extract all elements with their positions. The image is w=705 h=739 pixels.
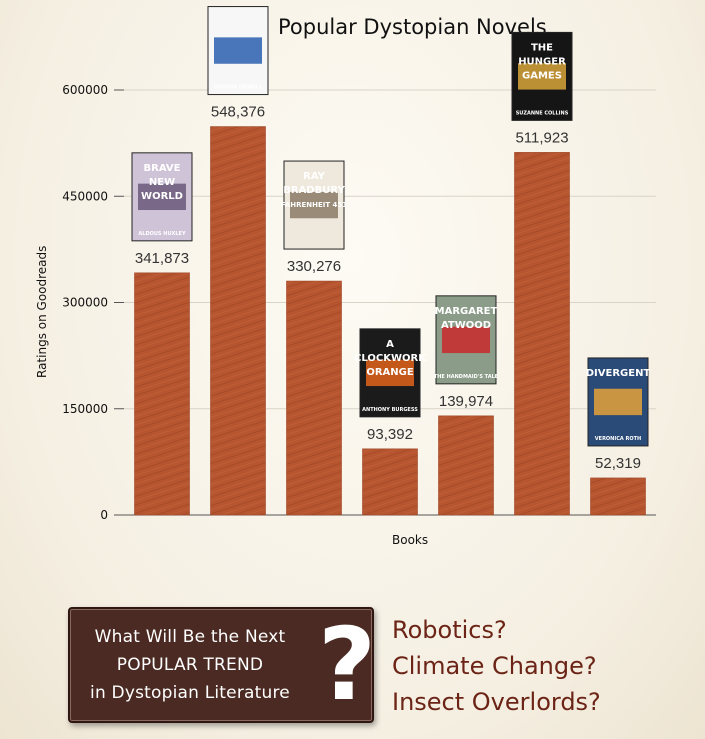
bar-3 <box>362 448 418 516</box>
svg-text:A: A <box>386 339 394 350</box>
banner-line-1: What Will Be the Next <box>94 627 286 647</box>
x-axis-label: Books <box>392 533 428 547</box>
svg-text:BRADBURY: BRADBURY <box>283 185 345 196</box>
next-trend-banner: What Will Be the Next POPULAR TREND in D… <box>68 606 377 723</box>
svg-text:CLOCKWORK: CLOCKWORK <box>354 353 427 364</box>
bar-5 <box>514 152 570 516</box>
y-axis-label: Ratings on Goodreads <box>35 246 49 378</box>
banner-line-3: in Dystopian Literature <box>90 683 290 703</box>
clockwork-orange-cover: A CLOCKWORK ORANGE ANTHONY BURGESS <box>354 328 427 418</box>
y-tick-label: 300000 <box>62 296 108 310</box>
data-label-6: 52,319 <box>595 455 641 472</box>
y-tick-label: 600000 <box>62 83 108 97</box>
svg-text:ALDOUS HUXLEY: ALDOUS HUXLEY <box>138 231 186 237</box>
data-label-0: 341,873 <box>135 250 189 267</box>
bar-2 <box>286 280 342 516</box>
question-mark-icon: ? <box>318 606 377 723</box>
svg-text:WORLD: WORLD <box>141 191 183 202</box>
svg-text:GEORGE ORWELL: GEORGE ORWELL <box>214 85 263 91</box>
svg-text:ANTHONY BURGESS: ANTHONY BURGESS <box>362 407 418 413</box>
svg-text:THE: THE <box>531 42 553 53</box>
data-label-5: 511,923 <box>515 129 568 146</box>
topic-robotics: Robotics? <box>392 616 507 644</box>
svg-text:ORANGE: ORANGE <box>366 367 414 378</box>
bar-1 <box>210 126 266 516</box>
svg-text:THE HANDMAID'S TALE: THE HANDMAID'S TALE <box>434 374 499 380</box>
handmaids-tale-cover: MARGARET ATWOOD THE HANDMAID'S TALE <box>434 295 499 385</box>
svg-text:VERONICA ROTH: VERONICA ROTH <box>595 436 641 442</box>
bar-0 <box>134 272 190 516</box>
svg-text:SUZANNE COLLINS: SUZANNE COLLINS <box>516 110 569 116</box>
bar-6 <box>590 477 646 516</box>
y-tick-label: 450000 <box>62 189 108 203</box>
y-tick-label: 150000 <box>62 402 108 416</box>
trend-options: Robotics? Climate Change? Insect Overlor… <box>392 612 601 720</box>
hunger-games-cover: THE HUNGER GAMES SUZANNE COLLINS <box>511 31 573 121</box>
bars <box>134 126 646 516</box>
svg-text:GAMES: GAMES <box>522 70 562 81</box>
topic-insect-overlords: Insect Overlords? <box>392 688 601 716</box>
1984-cover: GEORGE ORWELL <box>207 6 269 96</box>
chart-title: Popular Dystopian Novels <box>278 15 547 39</box>
y-tick-label: 0 <box>100 508 108 522</box>
svg-text:FAHRENHEIT 451: FAHRENHEIT 451 <box>281 201 347 209</box>
svg-text:NEW: NEW <box>149 177 175 188</box>
svg-text:DIVERGENT: DIVERGENT <box>586 368 651 379</box>
bar-4 <box>438 415 494 516</box>
topic-climate-change: Climate Change? <box>392 652 597 680</box>
data-label-3: 93,392 <box>367 426 413 443</box>
banner-line-2: POPULAR TREND <box>116 655 264 675</box>
data-label-4: 139,974 <box>439 393 493 410</box>
data-label-1: 548,376 <box>211 104 265 121</box>
divergent-cover: DIVERGENT VERONICA ROTH <box>586 357 651 447</box>
brave-new-world-cover: BRAVE NEW WORLD ALDOUS HUXLEY <box>131 152 193 242</box>
svg-text:MARGARET: MARGARET <box>435 306 498 317</box>
svg-text:HUNGER: HUNGER <box>518 56 566 67</box>
bar-chart: Popular Dystopian Novels 0 150000 300000 45… <box>35 6 656 547</box>
y-axis-ticks: 0 150000 300000 450000 600000 <box>62 83 124 522</box>
svg-text:RAY: RAY <box>303 171 325 182</box>
fahrenheit-451-cover: RAY BRADBURY FAHRENHEIT 451 <box>281 160 347 250</box>
data-label-2: 330,276 <box>287 258 341 275</box>
svg-text:ATWOOD: ATWOOD <box>441 320 491 331</box>
data-labels: 341,873 548,376 330,276 93,392 139,974 511,92… <box>135 104 641 472</box>
svg-text:BRAVE: BRAVE <box>144 163 181 174</box>
book-covers: BRAVE NEW WORLD ALDOUS HUXLEY GEORGE ORWELL R… <box>131 6 651 447</box>
